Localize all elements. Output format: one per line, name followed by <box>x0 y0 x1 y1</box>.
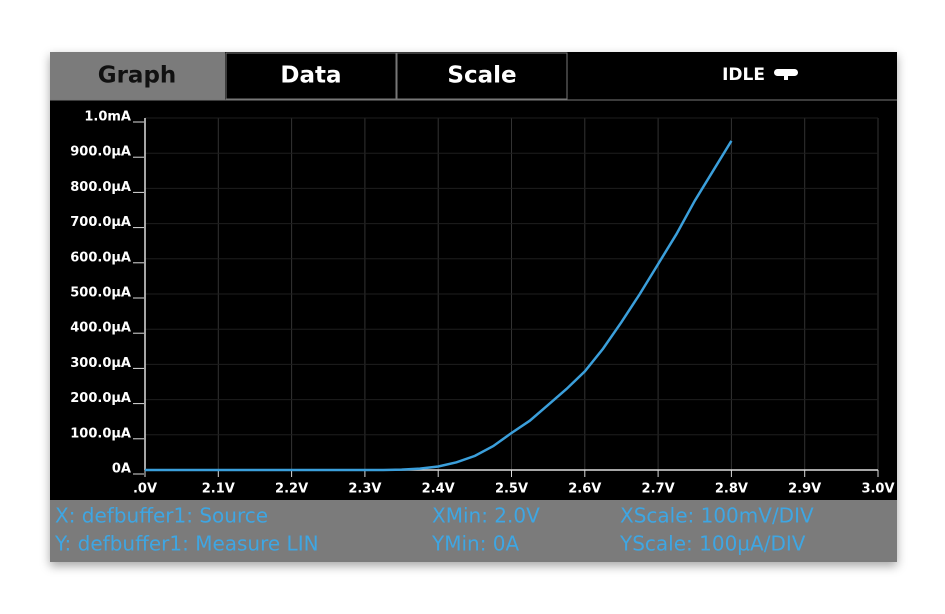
x-tick-label: .0V <box>133 482 157 497</box>
tab[interactable] <box>396 52 568 100</box>
x-tick-label: 2.2V <box>275 482 308 497</box>
y-tick-label: 500.0µA <box>70 286 131 301</box>
y-tick-label: 300.0µA <box>70 356 131 371</box>
status-icon <box>784 76 788 80</box>
x-tick-label: 2.5V <box>495 482 528 497</box>
display <box>50 52 897 562</box>
status: IDLE <box>722 65 765 85</box>
x-tick-label: 3.0V <box>861 482 894 497</box>
tab-label[interactable]: Scale <box>447 63 516 89</box>
footer-text: XScale: 100mV/DIV <box>620 504 814 528</box>
tab-active[interactable] <box>50 52 225 100</box>
y-tick-label: 900.0µA <box>70 145 131 160</box>
tab-label[interactable]: Graph <box>98 63 177 89</box>
footer-text: YMin: 0A <box>431 532 520 556</box>
tab[interactable] <box>225 52 397 100</box>
y-tick-label: 600.0µA <box>70 250 131 265</box>
y-tick-label: 0A <box>112 462 131 477</box>
y-tick-label: 700.0µA <box>70 215 131 230</box>
footer-text: YScale: 100µA/DIV <box>619 532 806 556</box>
x-tick-label: 2.7V <box>642 482 675 497</box>
data-line <box>145 140 733 472</box>
footer-text: Y: defbuffer1: Measure LIN <box>54 532 319 556</box>
y-tick-label: 800.0µA <box>70 180 131 195</box>
x-tick-label: 2.9V <box>788 482 821 497</box>
x-tick-label: 2.3V <box>348 482 381 497</box>
x-tick-label: 2.6V <box>568 482 601 497</box>
x-tick-label: 2.1V <box>202 482 235 497</box>
x-tick-label: 2.8V <box>715 482 748 497</box>
status-icon <box>774 69 798 76</box>
footer-text: X: defbuffer1: Source <box>55 504 268 528</box>
footer-text: XMin: 2.0V <box>432 504 540 528</box>
x-tick-label: 2.4V <box>422 482 455 497</box>
y-tick-label: 1.0mA <box>84 110 131 125</box>
y-tick-label: 200.0µA <box>70 391 131 406</box>
y-tick-label: 400.0µA <box>70 321 131 336</box>
footer <box>50 500 897 562</box>
tab-label[interactable]: Data <box>280 63 341 89</box>
y-tick-label: 100.0µA <box>70 426 131 441</box>
